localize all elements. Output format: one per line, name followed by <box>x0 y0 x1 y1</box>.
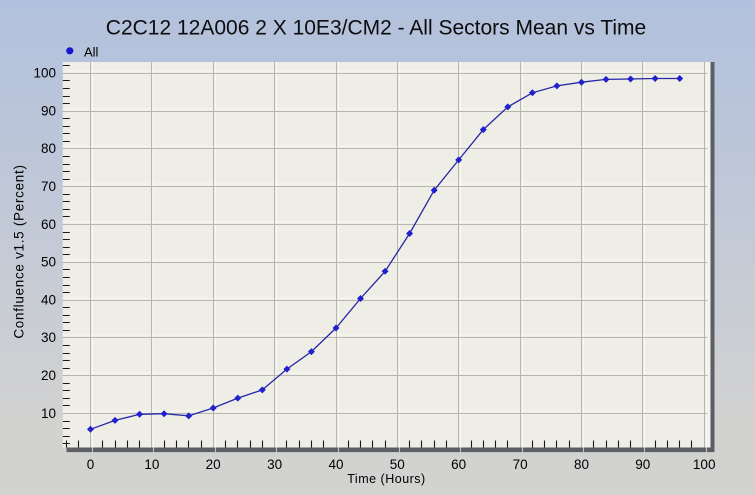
svg-text:10: 10 <box>144 457 159 472</box>
svg-text:30: 30 <box>267 457 282 472</box>
svg-text:90: 90 <box>635 457 650 472</box>
svg-text:20: 20 <box>41 368 56 383</box>
svg-text:100: 100 <box>33 66 56 81</box>
svg-text:40: 40 <box>328 457 343 472</box>
svg-text:30: 30 <box>41 330 56 345</box>
svg-text:40: 40 <box>41 292 56 307</box>
svg-text:50: 50 <box>390 457 405 472</box>
svg-text:Time (Hours): Time (Hours) <box>347 472 425 486</box>
svg-text:All: All <box>84 44 99 59</box>
svg-text:70: 70 <box>513 457 528 472</box>
svg-text:80: 80 <box>41 141 56 156</box>
svg-text:70: 70 <box>41 179 56 194</box>
svg-text:0: 0 <box>87 457 95 472</box>
svg-text:100: 100 <box>693 457 716 472</box>
svg-text:80: 80 <box>574 457 589 472</box>
svg-text:90: 90 <box>41 103 56 118</box>
svg-text:C2C12 12A006 2 X 10E3/CM2 - Al: C2C12 12A006 2 X 10E3/CM2 - All Sectors … <box>106 17 646 40</box>
svg-text:60: 60 <box>41 217 56 232</box>
svg-text:20: 20 <box>206 457 221 472</box>
svg-text:50: 50 <box>41 255 56 270</box>
svg-text:10: 10 <box>41 406 56 421</box>
svg-text:Confluence v1.5 (Percent): Confluence v1.5 (Percent) <box>11 164 26 338</box>
svg-text:60: 60 <box>451 457 466 472</box>
